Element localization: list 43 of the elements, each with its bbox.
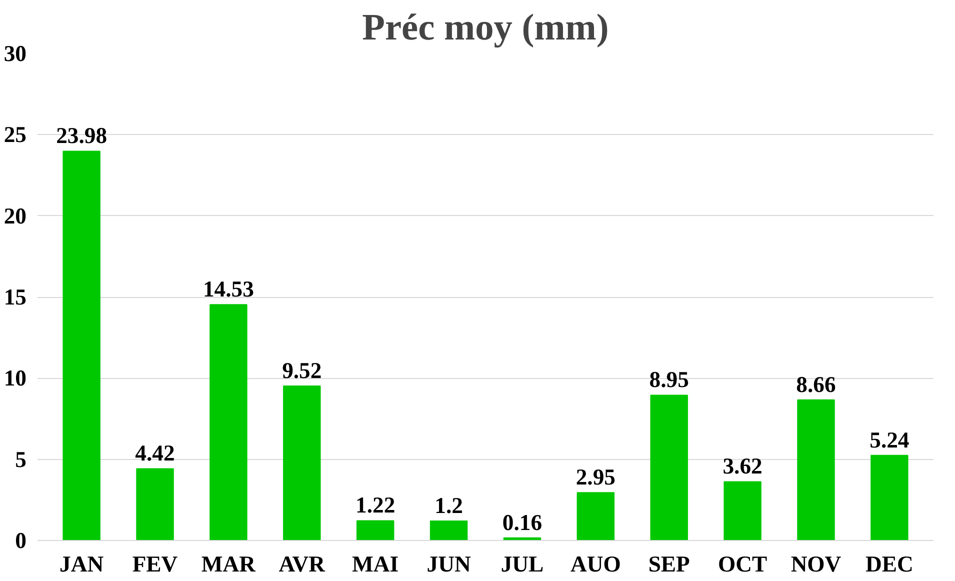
bar: [210, 304, 248, 540]
data-label: 1.2: [434, 493, 463, 518]
bar: [870, 454, 908, 540]
data-label: 8.95: [649, 367, 689, 392]
bar: [62, 150, 100, 540]
bar: [356, 520, 394, 540]
x-tick-label: AUO: [570, 552, 621, 576]
x-tick-label: JUN: [426, 552, 472, 576]
x-tick-label: MAI: [352, 552, 399, 576]
bar: [576, 492, 615, 540]
x-tick-label: NOV: [790, 552, 842, 576]
y-tick-label: 0: [15, 528, 26, 553]
data-label: 9.52: [282, 358, 322, 383]
data-label: 1.22: [356, 492, 396, 518]
y-tick-label: 15: [4, 284, 26, 310]
y-tick-label: 20: [4, 203, 26, 228]
x-tick-label: AVR: [278, 552, 326, 576]
x-tick-label: FEV: [132, 552, 178, 576]
bar: [797, 399, 835, 540]
x-tick-label: MAR: [201, 552, 256, 576]
x-tick-label: DEC: [866, 552, 914, 576]
data-label: 23.98: [56, 123, 108, 148]
y-tick-label: 25: [4, 122, 26, 148]
bar: [430, 520, 468, 540]
data-label: 2.95: [576, 464, 616, 490]
bar: [283, 385, 321, 540]
data-label: 3.62: [722, 454, 762, 479]
x-tick-label: OCT: [718, 552, 768, 576]
y-tick-label: 10: [4, 366, 26, 391]
y-tick-label: 5: [15, 446, 26, 472]
data-label: 14.53: [202, 276, 254, 302]
y-tick-label: 30: [4, 41, 26, 66]
data-label: 5.24: [870, 427, 910, 452]
data-label: 8.66: [796, 372, 836, 397]
x-tick-label: JUL: [500, 552, 544, 576]
chart-title: Préc moy (mm): [362, 8, 609, 48]
x-tick-label: JAN: [60, 552, 104, 576]
data-label: 0.16: [502, 510, 542, 535]
x-tick-label: SEP: [648, 552, 690, 576]
bar: [136, 468, 174, 540]
bar: [650, 394, 688, 540]
data-label: 4.42: [135, 440, 175, 466]
bar: [724, 481, 762, 540]
